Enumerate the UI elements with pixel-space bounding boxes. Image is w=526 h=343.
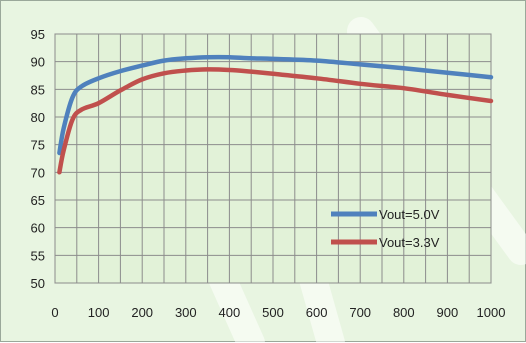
y-tick-label: 70 <box>31 165 45 180</box>
y-tick-label: 80 <box>31 110 45 125</box>
x-tick-label: 200 <box>131 305 153 320</box>
x-tick-label: 700 <box>349 305 371 320</box>
legend-label: Vout=5.0V <box>379 207 440 222</box>
series-line <box>57 67 494 175</box>
x-tick-label: 600 <box>306 305 328 320</box>
y-tick-label: 95 <box>31 27 45 42</box>
x-tick-label: 800 <box>393 305 415 320</box>
y-tick-label: 55 <box>31 248 45 263</box>
x-tick-label: 300 <box>175 305 197 320</box>
y-tick-label: 75 <box>31 138 45 153</box>
y-tick-label: 60 <box>31 221 45 236</box>
x-tick-label: 100 <box>88 305 110 320</box>
x-tick-label: 0 <box>51 305 58 320</box>
series-line <box>57 54 494 156</box>
y-tick-label: 65 <box>31 193 45 208</box>
legend-label: Vout=3.3V <box>379 235 440 250</box>
x-tick-label: 1000 <box>477 305 506 320</box>
x-tick-label: 500 <box>262 305 284 320</box>
y-tick-label: 85 <box>31 82 45 97</box>
x-tick-label: 900 <box>437 305 459 320</box>
y-tick-label: 50 <box>31 276 45 291</box>
x-tick-label: 400 <box>219 305 241 320</box>
y-tick-label: 90 <box>31 55 45 70</box>
